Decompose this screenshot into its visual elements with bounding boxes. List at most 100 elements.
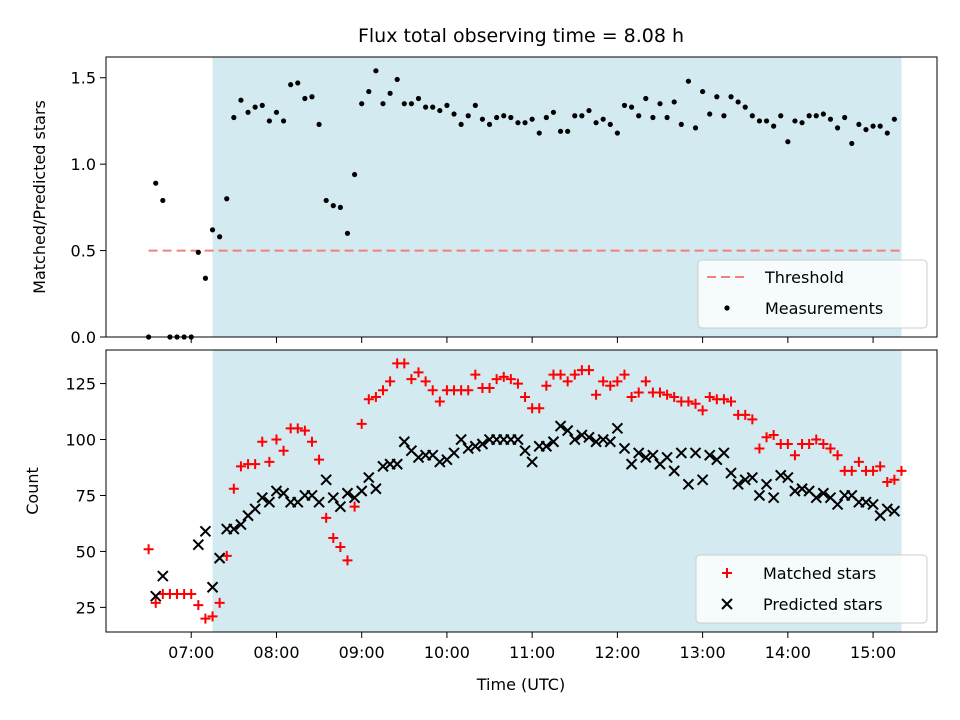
matched-star-point [832, 450, 843, 461]
predicted-star-point [725, 467, 737, 479]
measurement-point [444, 102, 450, 108]
chart-title: Flux total observing time = 8.08 h [358, 25, 684, 47]
measurement-point [842, 114, 848, 121]
matched-star-point [605, 380, 616, 391]
matched-star-point [278, 445, 289, 456]
measurement-point [337, 204, 343, 210]
predicted-star-point [391, 458, 403, 470]
legend-matched-label: Matched stars [763, 564, 876, 583]
measurement-point [714, 94, 720, 100]
predicted-star-point [640, 451, 652, 464]
matched-star-point [335, 541, 346, 552]
matched-star-point [740, 409, 751, 420]
measurement-point [380, 101, 386, 107]
matched-star-point [640, 376, 651, 387]
predicted-star-point [860, 496, 872, 508]
predicted-star-point [611, 422, 624, 435]
top-legend-box [697, 259, 928, 329]
bottom-panel-frame [105, 349, 938, 633]
matched-star-point [818, 439, 829, 449]
bottom-y-tick-label: 100 [65, 431, 96, 450]
measurement-point [231, 114, 237, 121]
predicted-star-point [455, 433, 467, 446]
matched-star-point [583, 365, 594, 376]
predicted-star-point [235, 518, 247, 531]
measurement-point [721, 113, 727, 119]
matched-star-point [825, 443, 836, 454]
predicted-star-point [228, 523, 240, 535]
matched-star-point [150, 597, 161, 608]
matched-star-point [562, 376, 573, 387]
predicted-star-point [398, 436, 411, 448]
measurement-point [643, 95, 649, 102]
measurement-point [863, 126, 869, 133]
matched-star-point [541, 380, 552, 391]
matched-star-point [228, 483, 239, 494]
predicted-star-point [746, 471, 759, 484]
matched-star-point [200, 613, 211, 624]
matched-star-point [683, 396, 694, 407]
matched-star-point [413, 367, 424, 378]
measurement-point [295, 80, 301, 86]
predicted-star-point [448, 447, 460, 459]
matched-star-point [633, 387, 644, 398]
predicted-star-point [213, 552, 226, 564]
matched-star-point [406, 374, 417, 385]
matched-star-point [512, 378, 523, 389]
x-tick-label: 08:00 [253, 643, 299, 662]
measurement-point [749, 113, 755, 119]
predicted-star-point [270, 485, 283, 497]
predicted-star-point [192, 539, 205, 551]
predicted-star-point [675, 447, 688, 459]
predicted-star-point [363, 471, 375, 484]
bottom-legend: Matched stars Predicted stars [695, 554, 928, 624]
measurement-point [877, 123, 883, 129]
measurement-point [359, 101, 365, 107]
measurement-point [557, 128, 564, 134]
matched-star-point [363, 394, 374, 405]
measurement-point [813, 113, 819, 119]
matched-star-point [491, 374, 502, 385]
matched-star-point [207, 611, 218, 622]
measurement-point [501, 113, 507, 119]
matched-star-point [690, 398, 701, 409]
top-legend: Threshold Measurements [697, 259, 928, 329]
predicted-star-point [867, 498, 879, 511]
predicted-star-point [370, 483, 382, 495]
matched-star-point [250, 459, 261, 470]
matched-star-point [505, 374, 516, 385]
measurement-point [572, 113, 578, 119]
bottom-y-tick-label: 25 [76, 598, 96, 617]
predicted-star-point [512, 433, 524, 446]
bottom-legend-box [695, 554, 928, 624]
matched-star-point [612, 376, 623, 387]
x-tick-label: 07:00 [168, 643, 214, 662]
measurement-point [451, 111, 457, 117]
predicted-star-point [782, 471, 794, 484]
predicted-star-point [320, 474, 332, 486]
x-tick-label: 12:00 [594, 643, 640, 662]
predicted-star-point [817, 487, 830, 499]
matched-star-point [804, 439, 815, 449]
predicted-star-point [412, 451, 425, 464]
measurement-point [479, 116, 486, 122]
bottom-y-tick-label: 125 [65, 375, 96, 394]
matched-star-point [498, 371, 509, 382]
measurement-point [366, 88, 372, 95]
measurement-point [728, 94, 734, 100]
matched-star-point [704, 392, 715, 402]
predicted-star-point [519, 445, 531, 457]
predicted-star-point [888, 505, 901, 517]
matched-star-point [385, 376, 396, 387]
measurement-point [351, 171, 358, 178]
measurement-point [685, 78, 692, 84]
measurement-point [266, 118, 272, 124]
measurement-point [763, 118, 770, 124]
matched-star-point [697, 405, 708, 416]
measurement-point [650, 114, 656, 121]
measurement-point [678, 121, 684, 128]
measurement-point [600, 116, 606, 122]
measurement-point [437, 107, 443, 114]
measurement-point [870, 123, 876, 129]
